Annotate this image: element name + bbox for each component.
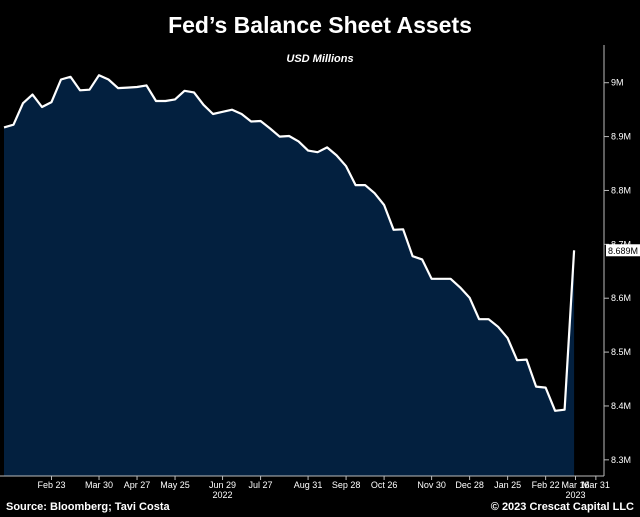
chart-subtitle: USD Millions [286,53,354,65]
x-year-label: 2022 [213,490,233,500]
x-tick-label: Apr 27 [124,480,151,490]
x-tick-label: Aug 31 [294,480,323,490]
balance-sheet-chart: 8.3M8.4M8.5M8.6M8.7M8.8M8.9M9M8.689MFeb … [0,45,640,500]
x-tick-label: Mar 30 [85,480,113,490]
x-tick-label: Mar 31 [582,480,610,490]
chart-title: Fed’s Balance Sheet Assets [168,12,472,38]
x-tick-label: Jul 27 [249,480,273,490]
x-tick-label: Jun 29 [209,480,236,490]
y-tick-label: 8.5M [611,347,631,357]
last-value-box [606,244,640,257]
x-tick-label: Sep 28 [332,480,361,490]
copyright-label: © 2023 Crescat Capital LLC [490,501,634,513]
area-fill [4,75,575,476]
last-value-label: 8.689M [608,246,638,256]
y-tick-label: 8.4M [611,401,631,411]
y-tick-label: 9M [611,78,624,88]
x-tick-label: Feb 23 [37,480,65,490]
x-tick-label: Feb 22 [532,480,560,490]
y-tick-label: 8.6M [611,293,631,303]
x-tick-label: May 25 [160,480,190,490]
y-tick-label: 8.9M [611,132,631,142]
x-tick-label: Dec 28 [455,480,484,490]
y-tick-label: 8.3M [611,455,631,465]
x-tick-label: Nov 30 [417,480,446,490]
source-label: Source: Bloomberg; Tavi Costa [6,501,170,513]
x-tick-label: Mar 16 [561,480,589,490]
x-tick-label: Jan 25 [494,480,521,490]
series-line [3,74,576,412]
y-tick-label: 8.8M [611,185,631,195]
axis-layer: 8.3M8.4M8.5M8.6M8.7M8.8M8.9M9M8.689MFeb … [0,45,640,500]
x-year-label: 2023 [565,490,585,500]
area-layer [3,74,576,476]
footer: Source: Bloomberg; Tavi Costa © 2023 Cre… [0,500,640,517]
x-tick-label: Oct 26 [371,480,398,490]
